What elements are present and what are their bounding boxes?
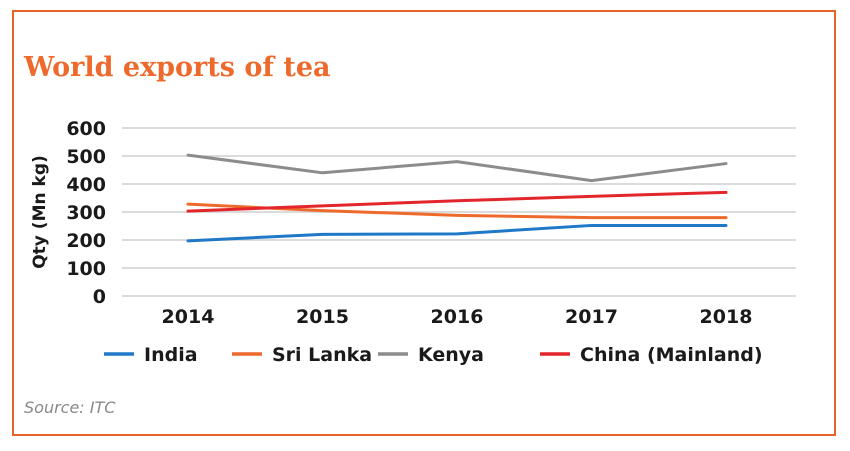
legend-label: China (Mainland) [580,344,763,366]
grid-lines [122,127,796,297]
y-tick-label: 600 [66,118,106,140]
legend-label: Kenya [418,344,484,366]
chart-title: World exports of tea [24,52,331,83]
series-line-sri-lanka [186,202,728,220]
series-lines [186,153,728,243]
x-tick-label: 2017 [565,306,618,328]
x-tick-label: 2014 [162,306,215,328]
x-axis-ticks: 2014 2015 2016 2017 2018 [162,306,753,328]
legend: India Sri Lanka Kenya China (Mainland) [104,344,763,366]
legend-label: India [144,344,198,366]
y-tick-label: 200 [66,230,106,252]
legend-item-sri-lanka: Sri Lanka [232,344,372,366]
y-tick-label: 500 [66,146,106,168]
source-note: Source: ITC [24,398,116,417]
legend-item-kenya: Kenya [378,344,484,366]
y-axis-label: Qty (Mn kg) [30,155,50,269]
y-tick-label: 400 [66,174,106,196]
y-tick-label: 300 [66,202,106,224]
legend-item-china-mainland: China (Mainland) [540,344,763,366]
series-line-china-mainland [186,190,728,213]
x-tick-label: 2015 [296,306,349,328]
y-axis-ticks: 0 100 200 300 400 500 600 [66,118,106,308]
series-line-india [186,223,728,243]
series-line-kenya [186,153,728,183]
x-tick-label: 2018 [700,306,753,328]
y-tick-label: 0 [93,286,106,308]
y-tick-label: 100 [66,258,106,280]
chart-frame [12,10,836,436]
x-tick-label: 2016 [431,306,484,328]
legend-label: Sri Lanka [272,344,372,366]
legend-item-india: India [104,344,198,366]
